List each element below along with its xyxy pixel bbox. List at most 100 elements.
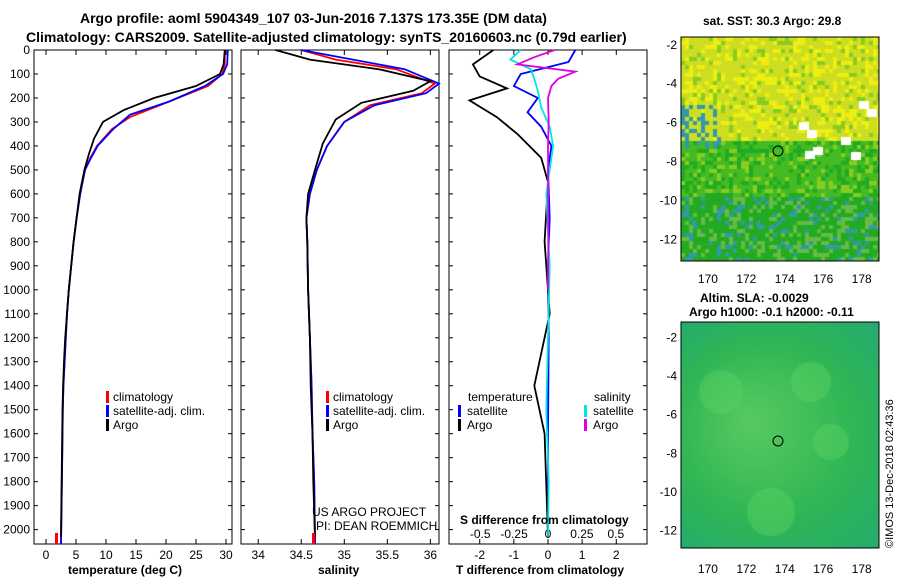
depth-tick-label: 100	[10, 67, 30, 81]
map-axes: -2 -4 -6 -8 -10 -12 170 172 174 176 178 -2 -4 -6 -8 -10…	[660, 38, 872, 576]
map-lat-tick-label: -10	[660, 485, 678, 499]
depth-tick-label: 1200	[3, 331, 30, 345]
legend-argo-swatch	[326, 419, 329, 431]
map-lon-tick-label: 170	[698, 272, 718, 286]
sla-map	[681, 322, 879, 548]
bottom-marker	[55, 533, 58, 544]
depth-tick-label: 1100	[4, 307, 30, 321]
legend-climatology-label: climatology	[113, 390, 173, 404]
t-difference-tick-label: -1	[509, 548, 520, 562]
temperature-tick-label: 15	[129, 548, 143, 562]
series-line-satellite-adj-clim-	[301, 49, 441, 545]
map-lon-tick-label: 174	[775, 562, 795, 576]
depth-tick-label: 1800	[3, 475, 30, 489]
t-difference-tick-label: -2	[474, 548, 485, 562]
temperature-axis-label: temperature (deg C)	[68, 563, 182, 577]
sst-map	[681, 37, 879, 261]
depth-tick-label: 200	[10, 91, 30, 105]
t-difference-tick-label: 1	[579, 548, 586, 562]
t-difference-tick-label: 2	[613, 548, 620, 562]
project-annotation: US ARGO PROJECT	[312, 505, 427, 519]
s-difference-axis-label: S difference from climatology	[460, 513, 629, 527]
map-lon-tick-label: 172	[736, 272, 756, 286]
temperature-tick-label: 30	[219, 548, 233, 562]
t-difference-axis-label: T difference from climatology	[456, 563, 624, 577]
depth-tick-label: 900	[10, 259, 30, 273]
temperature-tick-label: 10	[99, 548, 113, 562]
legend-argo-label: Argo	[113, 418, 139, 432]
depth-tick-label: 1600	[3, 427, 30, 441]
salinity-tick-label: 35.5	[376, 548, 400, 562]
s-difference-tick-label: 0.5	[607, 527, 624, 541]
x-axes: 0 5 10 15 20 25 30 34 34.5 35 35.5 36 -2 -1 0 1 2 -0.5 -0.…	[43, 50, 624, 562]
legend-s-argo-label: Argo	[593, 418, 619, 432]
legend-satellite-swatch	[106, 405, 109, 417]
legend-s-satellite-label: satellite	[593, 404, 634, 418]
temperature-tick-label: 25	[189, 548, 203, 562]
legend-satellite-swatch	[326, 405, 329, 417]
series-line-climatology	[60, 50, 226, 545]
depth-tick-label: 400	[10, 139, 30, 153]
t-difference-tick-label: 0	[545, 548, 552, 562]
map-lat-tick-label: -2	[666, 38, 677, 52]
legend-t-argo-swatch	[458, 419, 461, 431]
depth-tick-label: 1300	[3, 355, 30, 369]
depth-tick-label: 600	[10, 187, 30, 201]
legend-t-satellite-swatch	[458, 405, 461, 417]
map-lon-tick-label: 178	[852, 562, 872, 576]
map-lon-tick-label: 172	[736, 562, 756, 576]
figure-title-line2: Climatology: CARS2009. Satellite-adjuste…	[26, 29, 627, 45]
bottom-marker	[312, 533, 315, 544]
legend-satellite-label: satellite-adj. clim.	[113, 404, 205, 418]
salinity-legend: climatology satellite-adj. clim. Argo	[326, 390, 425, 432]
depth-tick-label: 800	[10, 235, 30, 249]
legend-climatology-swatch	[326, 391, 329, 403]
legend-argo-swatch	[106, 419, 109, 431]
temperature-tick-label: 0	[43, 548, 50, 562]
legend-argo-label: Argo	[333, 418, 359, 432]
temperature-panel-frame	[33, 49, 233, 545]
profile-curves	[55, 49, 579, 545]
temperature-tick-label: 20	[159, 548, 173, 562]
temperature-legend: climatology satellite-adj. clim. Argo	[106, 390, 205, 432]
sla-map-title-line1: Altim. SLA: -0.0029	[700, 291, 809, 305]
series-line-salinity-argo	[513, 49, 579, 290]
map-lat-tick-label: -6	[666, 408, 677, 422]
sst-map-title: sat. SST: 30.3 Argo: 29.8	[703, 14, 842, 28]
sla-map-title-line2: Argo h1000: -0.1 h2000: -0.11	[689, 305, 854, 319]
map-lat-tick-label: -12	[660, 524, 678, 538]
legend-climatology-swatch	[106, 391, 109, 403]
series-line-argo	[60, 49, 226, 537]
legend-t-argo-label: Argo	[467, 418, 493, 432]
depth-tick-label: 2000	[3, 523, 30, 537]
map-lat-tick-label: -2	[666, 330, 677, 344]
map-lon-tick-label: 176	[813, 562, 833, 576]
series-line-temperature-satellite	[512, 49, 577, 537]
figure-title-line1: Argo profile: aoml 5904349_107 03-Jun-20…	[80, 10, 547, 26]
s-difference-tick-label: -0.5	[470, 527, 491, 541]
legend-salinity-head: salinity	[594, 390, 631, 404]
map-lon-tick-label: 178	[852, 272, 872, 286]
s-difference-tick-label: -0.25	[500, 527, 528, 541]
depth-tick-label: 1000	[3, 283, 30, 297]
pi-annotation: PI: DEAN ROEMMICH	[316, 519, 437, 533]
depth-tick-label: 500	[10, 163, 30, 177]
depth-tick-label: 1500	[3, 403, 30, 417]
series-line-satellite-adj-clim-	[60, 49, 229, 545]
legend-temperature-head: temperature	[468, 390, 533, 404]
legend-climatology-label: climatology	[333, 390, 393, 404]
map-lon-tick-label: 176	[813, 272, 833, 286]
temperature-tick-label: 5	[73, 548, 80, 562]
series-line-temperature-argo	[467, 49, 551, 537]
depth-tick-label: 1900	[3, 499, 30, 513]
legend-satellite-label: satellite-adj. clim.	[333, 404, 425, 418]
map-lat-tick-label: -10	[660, 194, 678, 208]
map-lat-tick-label: -4	[666, 77, 677, 91]
depth-tick-label: 1400	[3, 379, 30, 393]
s-difference-tick-label: 0.25	[570, 527, 594, 541]
map-lat-tick-label: -6	[666, 116, 677, 130]
imos-credit: ©IMOS 13-Dec-2018 02:43:36	[884, 399, 896, 548]
depth-tick-label: 700	[10, 211, 30, 225]
depth-axis: 0 100 200 300 400 500 600 700 800 900 1000 1100 1200…	[3, 43, 647, 537]
